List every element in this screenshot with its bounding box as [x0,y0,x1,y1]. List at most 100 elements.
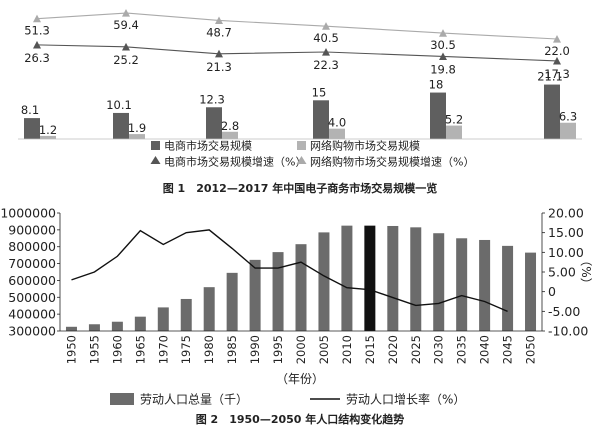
line-ecommerce-growth [36,44,558,62]
growth-value-label: 26.3 [24,51,50,65]
labor-bar [387,225,399,331]
labor-bar [433,233,445,331]
x-tick-label: 2035 [455,335,469,364]
fig1-caption: 图 1 2012—2017 年中国电子商务市场交易规模一览 [163,181,438,195]
x-tick-label: 1985 [225,335,239,364]
marker-ecommerce-growth [215,49,223,58]
right-tick-label: -10.00 [548,324,588,339]
marker-online-shopping-growth [439,29,447,37]
legend-label-labor-growth: 劳动人口增长率（%） [346,392,465,407]
bar-online-shopping-scale [446,125,462,139]
right-tick-label: 20.00 [548,206,584,221]
x-tick-label: 2005 [317,335,331,364]
x-tick-label: 2015 [363,335,377,364]
growth-value-label: 19.8 [430,62,456,76]
x-tick-label: 1955 [87,335,101,364]
labor-growth-line [71,229,508,312]
figure-1: 51.3 59.4 48.7 40.5 30.5 22.0 26.3 25.2 21.3 22.… [18,9,582,195]
x-tick-label: 2050 [524,335,538,364]
left-tick-label: 600000 [8,273,56,288]
bar-value-label: 6.3 [559,110,577,124]
bar-online-shopping-scale [129,134,145,139]
growth-value-label: 21.3 [206,60,232,74]
legend-swatch-ecommerce-scale [151,141,160,150]
marker-ecommerce-growth [122,42,130,51]
labor-bar [226,272,238,331]
fig2-legend: 劳动人口总量（千） 劳动人口增长率（%） [110,392,465,407]
bar-ecommerce-scale [24,118,40,139]
labor-bar [318,232,330,331]
legend-swatch-online-shopping-scale [297,141,306,150]
x-tick-label: 1995 [271,335,285,364]
left-tick-label: 1000000 [0,206,56,221]
labor-bar [65,326,77,331]
bar-value-label: 10.1 [106,98,132,112]
x-tick-label: 2040 [478,335,492,364]
labor-bar [272,252,284,331]
x-axis-label: （年份） [276,372,324,386]
bar-ecommerce-scale [430,92,446,139]
bar-ecommerce-scale [313,100,329,139]
growth-value-label: 22.3 [313,58,339,72]
bar-value-label: 12.3 [199,92,225,106]
labor-bar [341,225,353,331]
legend-marker-online-shopping-growth [296,156,307,164]
x-tick-label: 1990 [248,335,262,364]
right-tick-labels: -10.00 -5.00 0 5.00 10.00 15.00 20.00 [542,206,588,339]
bar-online-shopping-scale [329,128,345,139]
labor-bar [295,244,307,331]
bar-group: 8.1 10.1 12.3 15 18 21.1 1.2 1.9 2.8 4.0 5.2 6.3 [21,70,577,139]
labor-bars-group [65,225,537,331]
growth-value-label: 40.5 [313,31,339,45]
x-tick-label: 2020 [386,335,400,364]
legend-marker-ecommerce-growth [150,156,161,164]
legend-label-ecommerce-scale: 电商市场交易规模 [164,139,252,153]
series-ecommerce-growth-group: 26.3 25.2 21.3 22.3 19.8 17.3 [24,40,570,81]
bar-online-shopping-scale [560,122,576,139]
legend-label-labor-total: 劳动人口总量（千） [140,393,248,407]
growth-value-label: 51.3 [24,24,50,38]
x-tick-label: 1975 [179,335,193,364]
marker-ecommerce-growth [322,48,330,56]
right-tick-label: -5.00 [548,304,580,319]
marker-online-shopping-growth [322,22,330,30]
labor-bar [479,239,491,331]
bar-value-label: 18 [429,78,444,92]
legend-label-online-shopping-scale: 网络购物市场交易规模 [310,139,420,153]
bar-value-label: 21.1 [537,70,563,84]
growth-line-group [71,229,508,312]
bar-ecommerce-scale [113,112,129,139]
marker-online-shopping-growth [215,16,223,25]
x-tick-label: 2030 [432,335,446,364]
x-tick-label: 1960 [110,335,124,364]
x-tick-label: 2010 [340,335,354,364]
labor-bar [456,238,468,331]
bar-value-label: 4.0 [328,116,346,130]
bar-value-label: 2.8 [221,119,239,133]
x-tick-label: 1950 [64,335,78,364]
labor-bar [410,227,422,331]
growth-value-label: 17.3 [544,67,570,81]
marker-ecommerce-growth [439,52,447,61]
bar-value-label: 1.9 [128,121,146,135]
right-tick-label: 15.00 [548,225,584,240]
bar-online-shopping-scale [222,131,238,139]
marker-ecommerce-growth [553,56,561,65]
marker-online-shopping-growth [33,14,41,23]
right-tick-label: 10.00 [548,245,584,260]
series-online-shopping-growth-group: 51.3 59.4 48.7 40.5 30.5 22.0 [24,9,570,58]
labor-bar [134,316,146,331]
bar-ecommerce-scale [206,107,222,139]
labor-bar [111,321,123,331]
legend-swatch-labor-total [110,393,134,405]
growth-value-label: 48.7 [206,25,232,39]
labor-bar [203,287,215,331]
left-tick-labels: 300000 400000 500000 600000 700000 800000 9000… [0,206,60,339]
line-online-shopping-growth [36,12,558,40]
x-tick-label: 1965 [133,335,147,364]
x-tick-label: 1980 [202,335,216,364]
bar-value-label: 5.2 [445,113,463,127]
bar-value-label: 1.2 [39,123,57,137]
right-axis-unit-label: （%） [579,254,593,289]
